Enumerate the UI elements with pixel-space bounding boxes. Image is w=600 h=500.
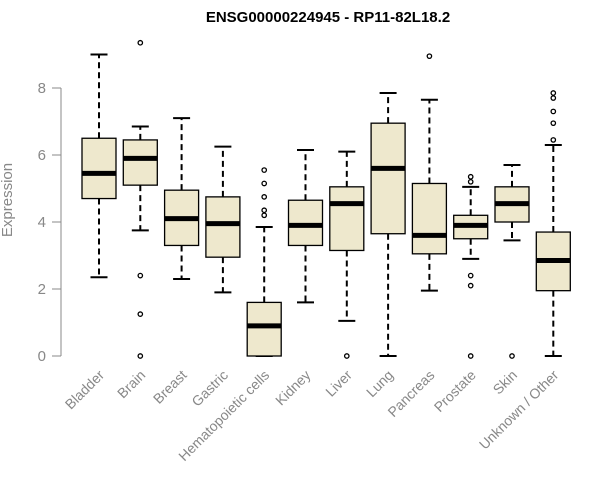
box-kidney xyxy=(287,148,324,304)
box-brain xyxy=(122,39,158,359)
iqr-box xyxy=(205,196,241,258)
x-tick-label: Liver xyxy=(322,367,355,400)
box-unknown-other xyxy=(535,90,571,357)
x-tick-label: Skin xyxy=(490,367,521,398)
x-tick-label: Kidney xyxy=(272,367,314,409)
outlier-point xyxy=(550,95,557,101)
outlier-point xyxy=(467,282,474,289)
outlier-point xyxy=(550,120,557,127)
box-pancreas xyxy=(411,53,448,292)
outlier-point xyxy=(137,39,144,46)
outlier-point xyxy=(550,137,557,143)
box-prostate xyxy=(453,173,489,359)
box-liver xyxy=(329,150,365,359)
outlier-point xyxy=(467,353,474,359)
y-tick-label: 2 xyxy=(38,281,46,298)
outlier-point xyxy=(550,108,557,115)
box-skin xyxy=(494,164,530,359)
outlier-point xyxy=(261,180,268,187)
iqr-box xyxy=(122,139,158,186)
iqr-box xyxy=(246,301,282,357)
outlier-point xyxy=(137,353,144,359)
outlier-point xyxy=(467,272,474,279)
x-tick-label: Brain xyxy=(114,367,148,401)
boxes-group xyxy=(81,39,571,359)
y-tick-label: 6 xyxy=(38,147,46,164)
outlier-point xyxy=(261,194,268,200)
iqr-box xyxy=(370,122,406,235)
box-bladder xyxy=(81,53,117,279)
outlier-point xyxy=(137,311,144,317)
iqr-box xyxy=(287,199,324,247)
outlier-point xyxy=(343,353,350,359)
y-tick-label: 4 xyxy=(38,214,46,231)
outlier-point xyxy=(261,212,268,219)
box-breast xyxy=(163,117,200,280)
y-axis-label: Expression xyxy=(0,163,16,237)
box-gastric xyxy=(205,145,241,294)
outlier-point xyxy=(467,173,474,180)
outlier-point xyxy=(550,90,557,96)
outlier-point xyxy=(261,167,268,173)
outlier-point xyxy=(426,53,433,60)
box-hematopoietic-cells xyxy=(246,167,282,357)
x-tick-label: Lung xyxy=(363,367,396,400)
outlier-point xyxy=(261,207,268,214)
iqr-box xyxy=(411,182,448,255)
outlier-point xyxy=(137,272,144,279)
y-tick-label: 0 xyxy=(38,348,46,365)
chart-title: ENSG00000224945 - RP11-82L18.2 xyxy=(206,9,450,26)
iqr-box xyxy=(81,137,117,200)
x-tick-label: Breast xyxy=(150,367,190,407)
iqr-box xyxy=(329,186,365,252)
x-tick-label: Bladder xyxy=(62,367,108,413)
outlier-point xyxy=(509,353,515,359)
box-lung xyxy=(370,92,406,357)
y-axis: 0 2 4 6 8 xyxy=(38,80,62,365)
x-tick-label: Prostate xyxy=(431,367,479,415)
outlier-point xyxy=(467,178,474,185)
y-tick-label: 8 xyxy=(38,80,46,97)
